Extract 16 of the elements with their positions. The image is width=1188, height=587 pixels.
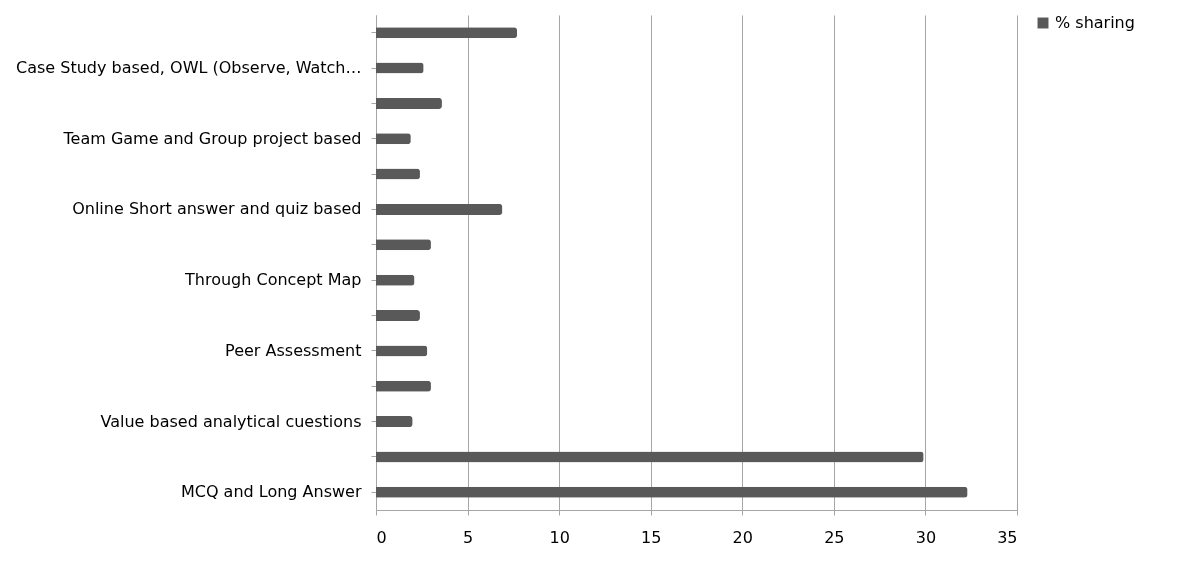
x-tick-label: 10 [549,527,570,547]
y-tick-label: Through Concept Map [184,270,362,290]
legend-label: % sharing [1055,13,1135,32]
x-tick-label: 20 [732,527,753,547]
x-tick-label: 15 [641,527,662,547]
y-tick-label: Online Short answer and quiz based [72,199,362,219]
y-tick-label: Team Game and Group project based [62,128,362,148]
x-tick-label: 35 [997,527,1018,547]
y-tick-label: Value based analytical ϲuestions [100,411,362,431]
x-tick-label: 0 [376,527,387,547]
x-tick-label: 5 [462,527,474,547]
x-tick-label: 25 [824,527,845,547]
y-tick-label: Case Study based, OWL (Observe, Watch… [16,58,362,78]
y-tick-label: MCQ and Long Answer [180,482,362,502]
x-tick-label: 30 [915,527,937,547]
y-tick-label: Peer Assessment [225,340,362,360]
